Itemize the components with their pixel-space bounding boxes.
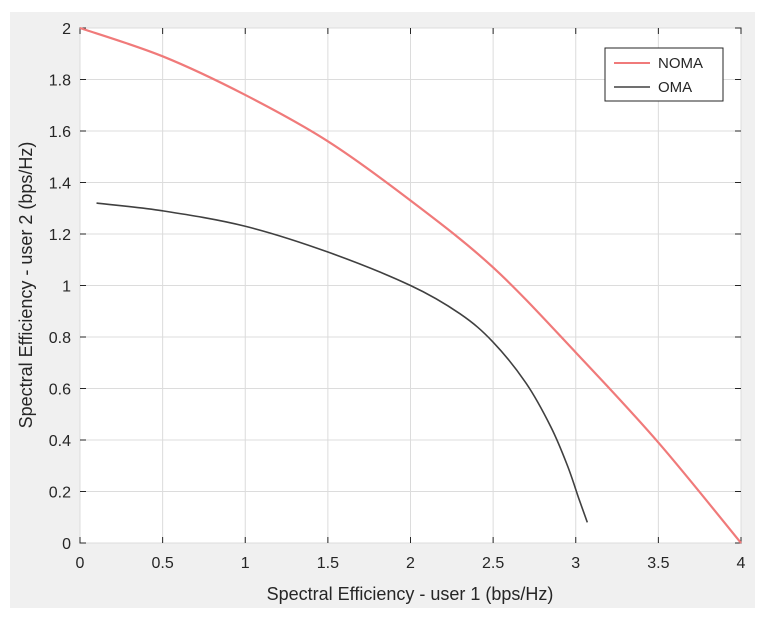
y-tick-label: 0.2 <box>49 485 71 502</box>
x-tick-label: 2 <box>406 555 415 572</box>
legend-box <box>604 47 724 102</box>
y-tick-label: 0 <box>62 536 71 553</box>
x-tick-label: 3 <box>571 555 580 572</box>
y-tick-label: 0.6 <box>49 382 71 399</box>
x-axis-label: Spectral Efficiency - user 1 (bps/Hz) <box>267 584 554 604</box>
x-tick-label: 0.5 <box>152 555 174 572</box>
x-tick-label: 1.5 <box>317 555 339 572</box>
x-tick-label: 3.5 <box>647 555 669 572</box>
y-tick-label: 0.8 <box>49 330 71 347</box>
x-axis: 0 0.5 1 1.5 2 2.5 3 3.5 4 <box>76 28 746 572</box>
series-line-oma <box>96 202 589 523</box>
y-tick-label: 1.4 <box>49 176 71 193</box>
y-axis: 0 0.2 0.4 0.6 0.8 1 1.2 1.4 1.6 1.8 2 <box>49 21 741 553</box>
y-axis-label: Spectral Efficiency - user 2 (bps/Hz) <box>16 142 36 429</box>
legend-label-noma: NOMA <box>658 55 703 72</box>
x-tick-label: 0 <box>76 555 85 572</box>
y-tick-label: 1 <box>62 279 71 296</box>
legend-label-oma: OMA <box>658 79 692 96</box>
series-line-noma <box>79 26 742 544</box>
legend: NOMA OMA <box>604 47 724 102</box>
y-tick-label: 2 <box>62 21 71 38</box>
y-tick-label: 0.4 <box>49 433 71 450</box>
x-tick-label: 2.5 <box>482 555 504 572</box>
y-tick-label: 1.2 <box>49 227 71 244</box>
chart-figure: 0 0.5 1 1.5 2 2.5 3 3.5 4 0 0.2 0.4 0.6 0.8 1 1.2 1.4 1.… <box>10 12 755 608</box>
y-tick-label: 1.6 <box>49 124 71 141</box>
x-tick-label: 1 <box>241 555 250 572</box>
line-chart: 0 0.5 1 1.5 2 2.5 3 3.5 4 0 0.2 0.4 0.6 0.8 1 1.2 1.4 1.… <box>16 21 746 604</box>
y-tick-label: 1.8 <box>49 73 71 90</box>
series-lines <box>79 26 742 544</box>
x-tick-label: 4 <box>737 555 746 572</box>
